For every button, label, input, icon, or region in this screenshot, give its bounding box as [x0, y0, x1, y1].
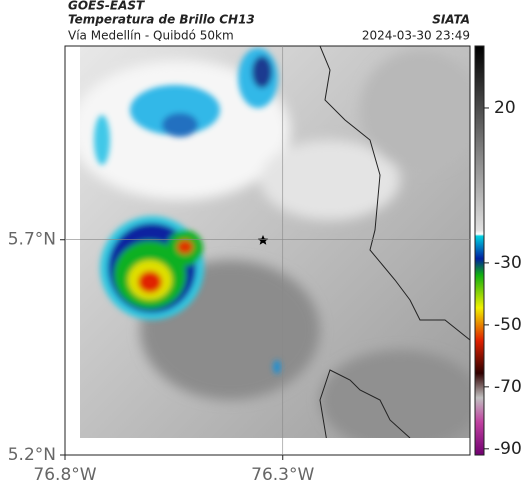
- title: Temperatura de Brillo CH13: [68, 13, 255, 27]
- colorbar-tick-label: -90: [494, 439, 522, 459]
- x-tick-label: 76.3°W: [251, 465, 314, 485]
- imagery: [80, 46, 470, 438]
- source: SIATA: [432, 13, 470, 27]
- colorbar-tick-label: -50: [494, 315, 522, 335]
- colorbar-tick-label: -70: [494, 377, 522, 397]
- subtitle: Vía Medellín - Quibdó 50km: [68, 29, 234, 43]
- map-frame: [64, 45, 471, 456]
- datetime: 2024-03-30 23:49: [362, 29, 470, 43]
- y-tick-label: 5.7°N: [8, 230, 56, 250]
- axes: 76.8°W 76.3°W 5.2°N 5.7°N 20 -30 -50 -70 -90: [8, 46, 522, 485]
- x-tick-label: 76.8°W: [33, 465, 96, 485]
- y-tick-label: 5.2°N: [8, 445, 56, 465]
- colorbar: [474, 45, 485, 456]
- product: GOES-EAST: [68, 0, 145, 13]
- colorbar-tick-label: 20: [494, 98, 516, 118]
- colorbar-tick-label: -30: [494, 253, 522, 273]
